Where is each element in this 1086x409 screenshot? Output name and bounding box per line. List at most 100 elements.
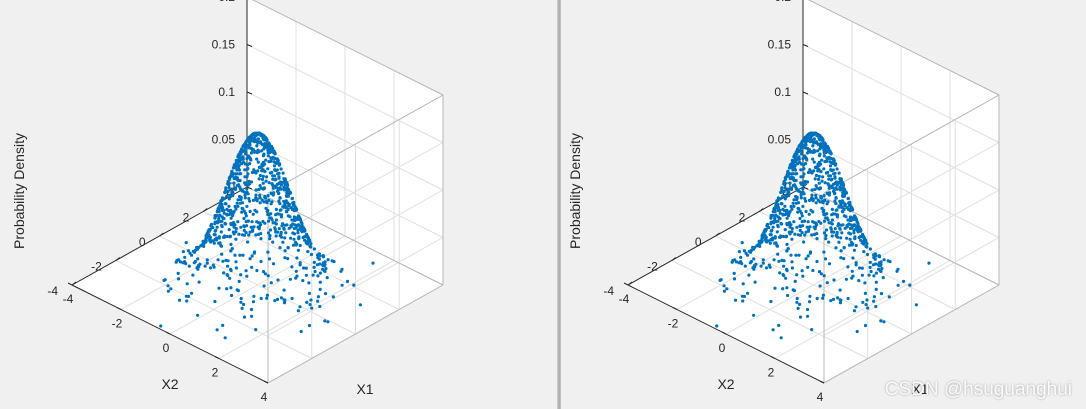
data-point: [264, 179, 268, 183]
data-point: [277, 171, 281, 175]
data-point: [874, 304, 878, 309]
data-point: [332, 260, 336, 264]
data-point: [263, 272, 267, 276]
data-point: [237, 232, 241, 236]
x-tick-label: 0: [163, 341, 170, 355]
data-point: [833, 163, 837, 167]
data-point: [239, 198, 243, 202]
z-tick: [802, 186, 809, 190]
data-point: [746, 291, 750, 295]
data-point: [742, 249, 746, 253]
data-point: [278, 246, 282, 250]
data-point: [792, 220, 796, 224]
data-point: [230, 190, 235, 194]
data-point: [239, 152, 243, 156]
data-point: [222, 208, 226, 212]
x-tick-label: 2: [768, 366, 775, 380]
data-point: [244, 231, 248, 235]
data-point: [865, 245, 869, 249]
data-point: [822, 212, 826, 216]
data-point: [784, 276, 788, 280]
box-edge: [823, 94, 1000, 194]
data-point: [242, 233, 246, 237]
data-point: [264, 206, 268, 210]
data-point: [794, 185, 798, 189]
figure-right: -4-2024-4-202400.050.10.150.2X1X2Probabi…: [561, 0, 1086, 409]
data-point: [271, 177, 275, 181]
data-point: [234, 158, 238, 163]
data-point: [829, 299, 833, 303]
data-point: [802, 240, 806, 244]
data-point: [869, 269, 873, 274]
data-point: [269, 202, 273, 206]
data-point: [803, 196, 807, 201]
data-point: [734, 260, 738, 264]
data-point: [768, 265, 772, 269]
data-point: [808, 139, 812, 144]
data-point: [271, 186, 275, 190]
data-point: [753, 280, 757, 284]
y-tick-label: -2: [91, 260, 102, 274]
data-point: [805, 151, 809, 155]
data-point: [799, 196, 803, 200]
data-point: [205, 236, 209, 240]
data-point: [790, 186, 794, 190]
data-point: [261, 164, 265, 168]
z-tick: [246, 91, 253, 95]
data-point: [166, 284, 170, 288]
data-point: [190, 253, 194, 257]
data-point: [819, 195, 823, 199]
data-point: [230, 247, 234, 251]
data-point: [229, 216, 233, 220]
data-point: [286, 188, 290, 192]
data-point: [868, 265, 872, 269]
panel-divider[interactable]: [557, 0, 561, 409]
data-point: [792, 289, 796, 293]
data-point: [236, 204, 240, 208]
data-point: [810, 193, 814, 197]
data-point: [822, 231, 827, 235]
data-point: [265, 293, 269, 297]
data-point: [267, 160, 271, 164]
z-tick-label: 0.1: [218, 85, 235, 99]
data-point: [223, 190, 228, 194]
x-tick-label: 4: [261, 390, 268, 404]
data-point: [872, 274, 876, 278]
data-point: [850, 276, 854, 280]
data-point: [874, 254, 878, 258]
watermark: CSDN @hsuguanghui: [884, 379, 1072, 400]
data-point: [879, 319, 883, 323]
data-point: [237, 157, 242, 161]
data-point: [839, 202, 843, 206]
data-point: [278, 201, 282, 206]
data-point: [832, 188, 836, 192]
data-point: [244, 182, 248, 187]
data-point: [230, 170, 234, 174]
gridline: [246, 139, 444, 238]
data-point: [234, 207, 238, 211]
data-point: [237, 172, 242, 176]
data-point: [806, 265, 810, 269]
data-point: [227, 204, 231, 208]
data-point: [266, 167, 270, 171]
x-tick: [214, 356, 220, 359]
data-point: [834, 180, 839, 184]
data-point: [774, 241, 778, 245]
data-point: [309, 242, 313, 246]
data-point: [244, 149, 248, 153]
data-point: [843, 226, 847, 230]
data-point: [231, 214, 235, 218]
data-point: [802, 172, 806, 176]
data-point: [254, 233, 258, 237]
data-point: [821, 138, 825, 143]
data-point: [783, 186, 787, 190]
data-point: [852, 248, 856, 252]
data-point: [773, 210, 777, 214]
data-point: [318, 280, 322, 284]
data-point: [257, 177, 261, 181]
data-point: [838, 177, 842, 181]
data-point: [258, 173, 262, 178]
data-point: [819, 221, 823, 225]
data-point: [278, 196, 282, 200]
data-point: [834, 234, 838, 238]
